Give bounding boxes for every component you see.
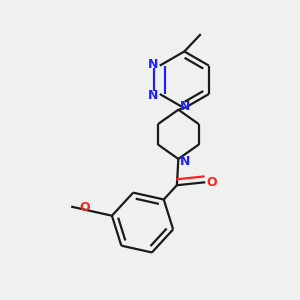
Text: O: O — [206, 176, 217, 189]
Text: N: N — [148, 89, 158, 102]
Text: N: N — [180, 100, 190, 113]
Text: N: N — [180, 155, 190, 168]
Text: N: N — [148, 58, 158, 71]
Text: O: O — [80, 201, 90, 214]
